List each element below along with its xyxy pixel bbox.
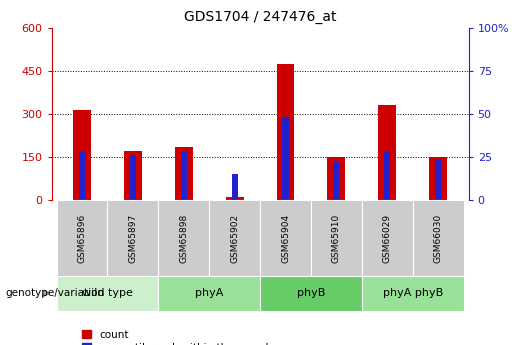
Text: genotype/variation: genotype/variation (5, 288, 104, 298)
Bar (130, 155, 136, 200)
Bar (209, 200, 260, 276)
Bar (226, 197, 244, 200)
Text: wild type: wild type (82, 288, 133, 298)
Bar (328, 157, 345, 200)
Bar (435, 159, 441, 200)
Text: GSM66029: GSM66029 (383, 214, 392, 263)
Text: GSM65898: GSM65898 (179, 214, 188, 263)
Text: GSM65897: GSM65897 (128, 214, 138, 263)
Bar (124, 151, 142, 200)
Text: GSM65902: GSM65902 (230, 214, 239, 263)
Text: phyA phyB: phyA phyB (383, 288, 443, 298)
Text: phyA: phyA (195, 288, 224, 298)
Bar (260, 200, 311, 276)
Bar (413, 200, 464, 276)
Bar (158, 276, 260, 310)
Text: phyB: phyB (297, 288, 325, 298)
Text: GSM65910: GSM65910 (332, 214, 341, 263)
Text: GSM66030: GSM66030 (434, 214, 442, 263)
Text: GSM65896: GSM65896 (78, 214, 87, 263)
Bar (379, 105, 396, 200)
Bar (79, 152, 85, 200)
Bar (282, 117, 288, 200)
Bar (260, 276, 362, 310)
Bar (181, 152, 187, 200)
Bar (57, 200, 108, 276)
Text: GSM65904: GSM65904 (281, 214, 290, 263)
Bar (57, 276, 158, 310)
Bar (277, 63, 295, 200)
Bar (362, 200, 413, 276)
Bar (175, 147, 193, 200)
Title: GDS1704 / 247476_at: GDS1704 / 247476_at (184, 10, 336, 24)
Bar (158, 200, 209, 276)
Bar (73, 110, 91, 200)
Bar (384, 152, 390, 200)
Bar (362, 276, 464, 310)
Bar (108, 200, 158, 276)
Bar (429, 157, 447, 200)
Bar (333, 162, 339, 200)
Bar (311, 200, 362, 276)
Bar (232, 174, 238, 200)
Legend: count, percentile rank within the sample: count, percentile rank within the sample (82, 329, 275, 345)
